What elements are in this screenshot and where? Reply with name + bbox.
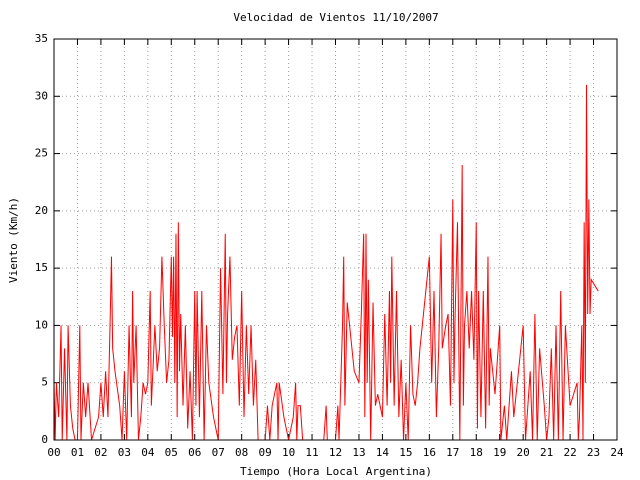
y-tick-label: 10 — [35, 318, 48, 331]
y-axis-label: Viento (Km/h) — [7, 197, 20, 283]
x-tick-label: 18 — [470, 446, 483, 459]
x-tick-label: 23 — [587, 446, 600, 459]
x-tick-label: 03 — [118, 446, 131, 459]
y-tick-label: 5 — [41, 376, 48, 389]
x-tick-label: 20 — [517, 446, 530, 459]
chart-title: Velocidad de Vientos 11/10/2007 — [233, 11, 438, 24]
x-tick-label: 19 — [493, 446, 506, 459]
x-tick-label: 09 — [259, 446, 272, 459]
x-tick-label: 04 — [141, 446, 155, 459]
y-tick-label: 0 — [41, 433, 48, 446]
x-tick-label: 08 — [235, 446, 248, 459]
x-tick-label: 15 — [399, 446, 412, 459]
y-tick-label: 20 — [35, 204, 48, 217]
x-axis-label: Tiempo (Hora Local Argentina) — [240, 465, 432, 478]
y-tick-label: 15 — [35, 261, 48, 274]
x-tick-label: 12 — [329, 446, 342, 459]
x-tick-label: 10 — [282, 446, 295, 459]
x-tick-label: 05 — [165, 446, 178, 459]
x-tick-label: 02 — [94, 446, 107, 459]
x-tick-label: 14 — [376, 446, 390, 459]
plot-border — [53, 38, 618, 441]
x-tick-label: 01 — [71, 446, 84, 459]
y-tick-label: 30 — [35, 89, 48, 102]
x-tick-label: 07 — [212, 446, 225, 459]
x-tick-label: 24 — [610, 446, 624, 459]
x-tick-label: 00 — [47, 446, 60, 459]
x-tick-label: 22 — [563, 446, 576, 459]
x-tick-label: 13 — [352, 446, 365, 459]
x-tick-label: 16 — [423, 446, 436, 459]
y-tick-label: 35 — [35, 32, 48, 45]
x-tick-label: 17 — [446, 446, 459, 459]
x-tick-label: 21 — [540, 446, 553, 459]
x-tick-label: 06 — [188, 446, 201, 459]
y-tick-label: 25 — [35, 147, 48, 160]
x-tick-label: 11 — [305, 446, 318, 459]
